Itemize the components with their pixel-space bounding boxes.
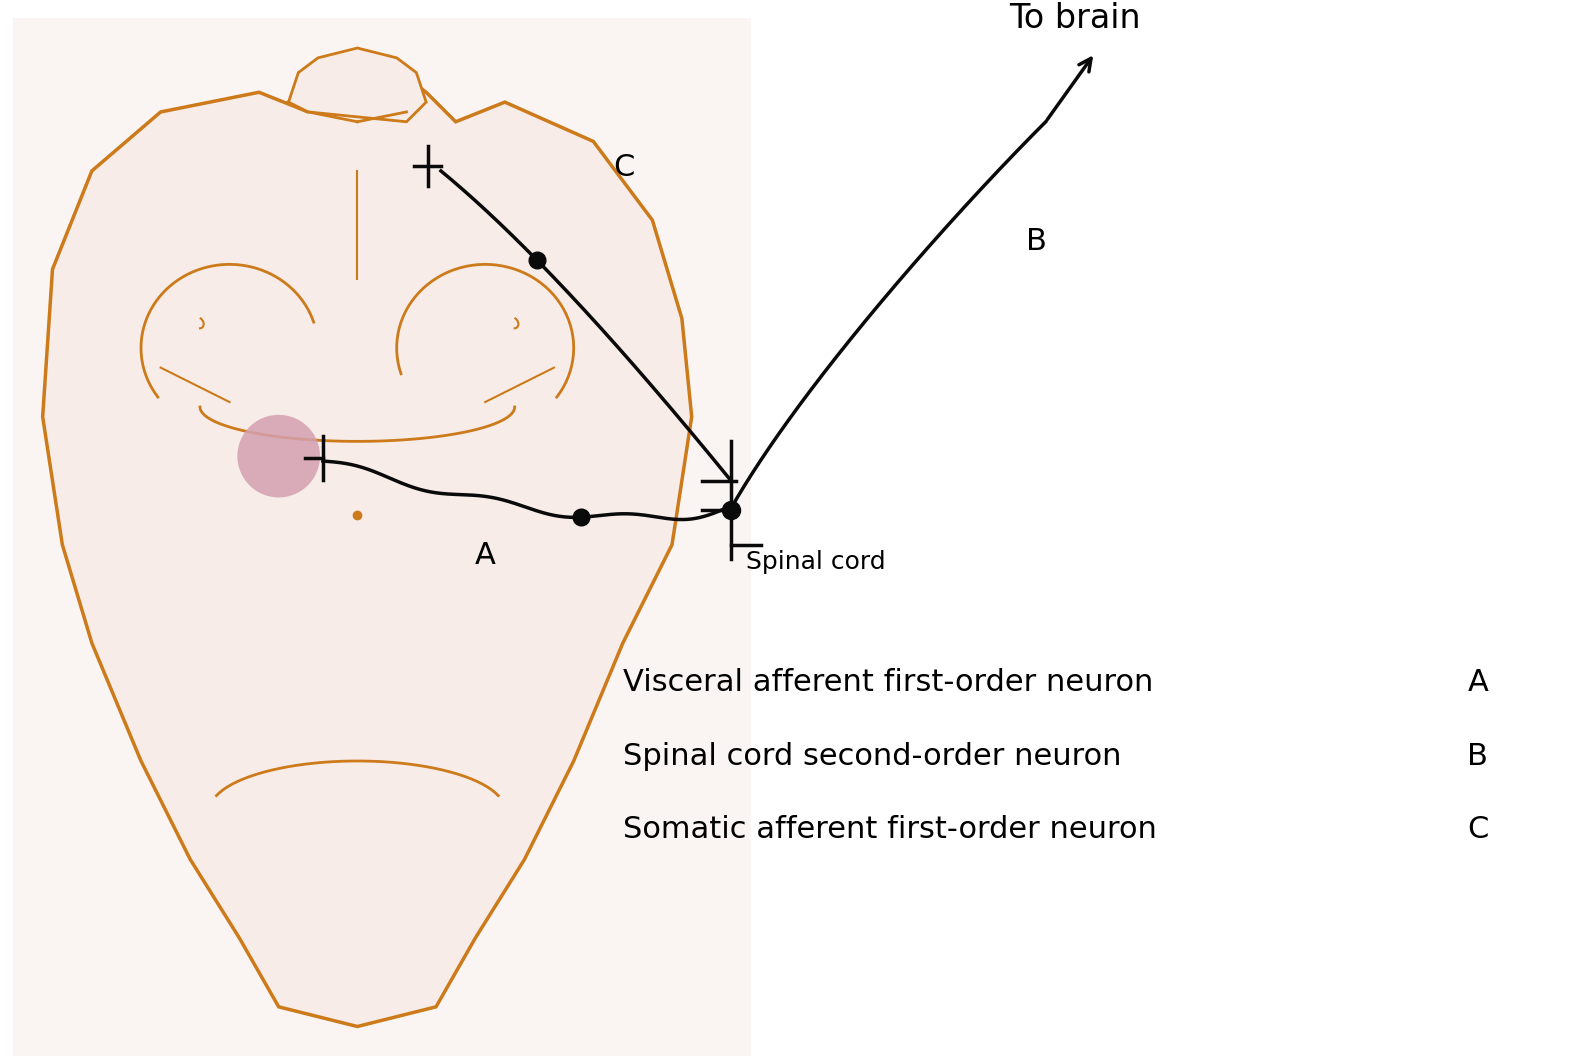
Text: Spinal cord second-order neuron: Spinal cord second-order neuron (623, 741, 1121, 771)
Text: B: B (1468, 741, 1488, 771)
Text: C: C (613, 153, 634, 182)
Polygon shape (43, 53, 691, 1026)
Text: C: C (1466, 815, 1488, 845)
Polygon shape (288, 48, 426, 121)
Text: Spinal cord: Spinal cord (747, 550, 886, 574)
Text: Somatic afferent first-order neuron: Somatic afferent first-order neuron (623, 815, 1157, 845)
Text: B: B (1025, 227, 1048, 256)
Text: Visceral afferent first-order neuron: Visceral afferent first-order neuron (623, 667, 1154, 697)
Text: A: A (1468, 667, 1488, 697)
Circle shape (238, 415, 320, 497)
Polygon shape (13, 18, 751, 1056)
Text: To brain: To brain (1010, 2, 1141, 35)
Text: A: A (476, 542, 496, 570)
